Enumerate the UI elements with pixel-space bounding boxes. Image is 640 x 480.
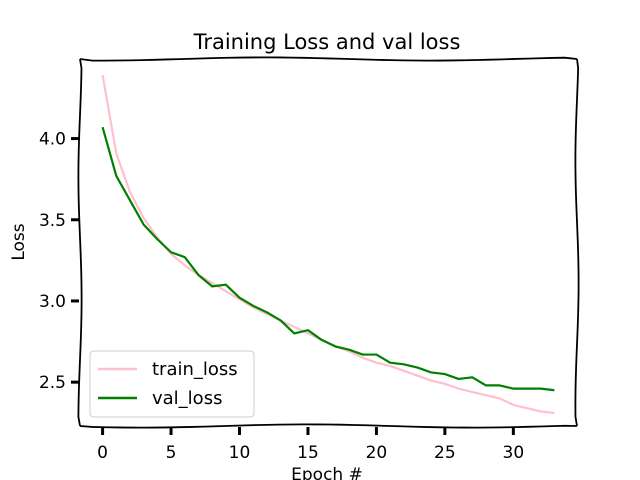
x-tick-label: 0 [97, 443, 108, 463]
x-tick-label: 30 [503, 443, 525, 463]
axis-spine-left [77, 58, 83, 427]
legend-box [89, 350, 255, 418]
y-tick-label: 2.5 [39, 373, 66, 393]
axis-spine-right [574, 58, 580, 427]
x-tick-label: 25 [434, 443, 456, 463]
legend-label-val-loss: val_loss [152, 388, 222, 409]
y-axis-label: Loss [9, 223, 29, 260]
y-axis-ticks: 2.5 3.0 3.5 4.0 [39, 130, 79, 393]
y-tick-label: 3.5 [39, 211, 66, 231]
series-layer [101, 75, 555, 415]
x-tick-label: 20 [366, 443, 388, 463]
x-tick-label: 5 [166, 443, 177, 463]
x-axis-label: Epoch # [291, 465, 363, 480]
axes-frame [77, 56, 580, 429]
y-tick-label: 3.0 [39, 292, 66, 312]
chart-title: Training Loss and val loss [193, 30, 461, 54]
legend: train_loss val_loss [89, 350, 255, 418]
axis-spine-bottom [79, 423, 578, 429]
x-tick-label: 15 [297, 443, 319, 463]
series-line-val-loss [101, 126, 555, 392]
y-tick-label: 4.0 [39, 130, 66, 150]
x-axis-ticks: 0 5 10 15 20 25 30 [97, 427, 524, 463]
axis-spine-top [79, 56, 578, 62]
x-tick-label: 10 [229, 443, 251, 463]
legend-label-train-loss: train_loss [152, 359, 238, 380]
